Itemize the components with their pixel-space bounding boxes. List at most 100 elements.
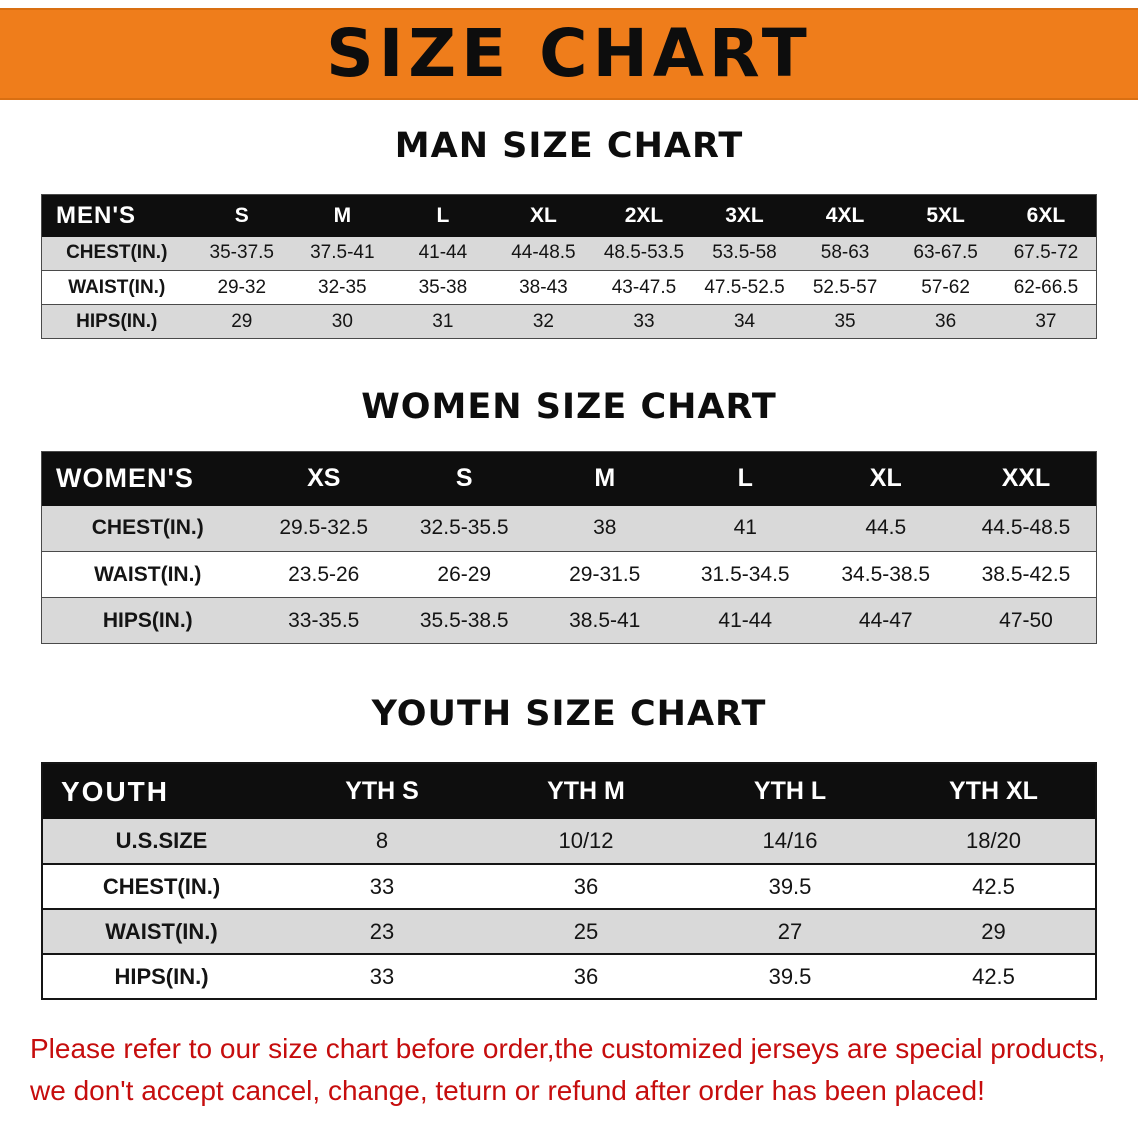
youth-size-section: YOUTH SIZE CHART YOUTH YTH S YTH M YTH L YTH… — [0, 692, 1138, 1000]
size-column-header: 2XL — [593, 194, 695, 237]
table-cell: 29 — [231, 310, 253, 332]
table-cell: 35 — [834, 310, 856, 332]
table-cell: 37.5-41 — [310, 242, 375, 264]
table-row: HIPS(IN.) 29 30 31 32 33 34 35 36 37 — [41, 304, 1097, 339]
table-cell: 52.5-57 — [812, 276, 878, 298]
table-cell: 44.5-48.5 — [981, 516, 1071, 540]
size-column-header: S — [394, 451, 535, 506]
table-cell: 34.5-38.5 — [841, 562, 931, 586]
table-cell: 35-38 — [418, 276, 468, 298]
size-column-header: XS — [253, 451, 394, 506]
table-cell: 32.5-35.5 — [419, 516, 509, 540]
table-cell: 38 — [593, 516, 617, 540]
size-column-header: L — [675, 451, 816, 506]
table-cell: 36 — [573, 963, 599, 989]
table-cell: 41-44 — [418, 242, 468, 264]
size-column-header: S — [191, 194, 293, 237]
table-header-row: YOUTH YTH S YTH M YTH L YTH XL — [42, 763, 1096, 819]
row-label: CHEST(IN.) — [102, 873, 221, 899]
table-cell: 18/20 — [965, 828, 1022, 853]
row-label: WAIST(IN.) — [105, 918, 218, 944]
table-cell: 58-63 — [820, 242, 870, 264]
row-label: WAIST(IN.) — [94, 562, 202, 586]
size-column-header: XL — [493, 194, 594, 237]
table-cell: 62-66.5 — [1013, 276, 1079, 298]
table-row: WAIST(IN.) 23 25 27 29 — [42, 909, 1096, 954]
women-section-heading: WOMEN SIZE CHART — [361, 387, 777, 427]
table-cell: 36 — [935, 310, 957, 332]
table-header-row: WOMEN'S XS S M L XL XXL — [41, 451, 1097, 506]
size-column-header: YTH L — [688, 763, 892, 819]
table-cell: 14/16 — [762, 828, 818, 853]
table-row: CHEST(IN.) 35-37.5 37.5-41 41-44 44-48.5 48.5… — [41, 236, 1097, 271]
table-cell: 29-31.5 — [569, 562, 641, 586]
table-cell: 42.5 — [972, 963, 1015, 989]
table-row: U.S.SIZE 8 10/12 14/16 18/20 — [42, 819, 1096, 864]
row-label: CHEST(IN.) — [91, 516, 204, 540]
table-cell: 32-35 — [318, 276, 367, 298]
table-cell: 27 — [777, 918, 803, 944]
table-cell: 31.5-34.5 — [700, 562, 790, 586]
table-cell: 44-47 — [858, 608, 913, 632]
table-cell: 48.5-53.5 — [603, 242, 685, 264]
table-cell: 47.5-52.5 — [704, 276, 785, 298]
row-label: HIPS(IN.) — [114, 963, 209, 989]
size-column-header: 6XL — [995, 194, 1097, 237]
table-cell: 35.5-38.5 — [419, 608, 509, 632]
size-column-header: XXL — [956, 451, 1097, 506]
size-column-header: 5XL — [895, 194, 996, 237]
women-size-table: WOMEN'S XS S M L XL XXL CHEST(IN.) 29.5-32.5 32.5… — [41, 451, 1097, 644]
table-cell: 23.5-26 — [288, 562, 360, 586]
table-cell: 33-35.5 — [288, 608, 360, 632]
table-row: HIPS(IN.) 33 36 39.5 42.5 — [42, 954, 1096, 999]
table-cell: 29.5-32.5 — [279, 516, 369, 540]
row-label: U.S.SIZE — [115, 828, 208, 853]
table-cell: 37 — [1035, 310, 1057, 332]
size-column-header: M — [292, 194, 393, 237]
table-cell: 57-62 — [921, 276, 970, 298]
table-cell: 32 — [532, 310, 554, 332]
size-column-header: XL — [815, 451, 956, 506]
men-size-section: MAN SIZE CHART MEN'S S M L XL 2XL 3XL 4XL 5XL 6XL… — [0, 124, 1138, 339]
youth-size-table: YOUTH YTH S YTH M YTH L YTH XL U.S.SIZE 8 10/12… — [41, 762, 1097, 1000]
men-size-table: MEN'S S M L XL 2XL 3XL 4XL 5XL 6XL CHEST(IN.) 35-37… — [41, 194, 1097, 339]
table-cell: 10/12 — [558, 828, 614, 853]
table-row: CHEST(IN.) 29.5-32.5 32.5-35.5 38 41 44.5 44.5… — [41, 505, 1097, 552]
table-cell: 8 — [375, 828, 389, 853]
table-cell: 25 — [573, 918, 599, 944]
table-cell: 67.5-72 — [1013, 242, 1079, 264]
size-column-header: YTH XL — [892, 763, 1096, 819]
table-cell: 36 — [573, 873, 599, 899]
size-column-header: 4XL — [794, 194, 896, 237]
youth-section-heading: YOUTH SIZE CHART — [371, 694, 767, 734]
size-column-header: YTH S — [280, 763, 484, 819]
table-cell: 29 — [981, 918, 1006, 944]
table-cell: 53.5-58 — [712, 242, 777, 264]
row-label: HIPS(IN.) — [76, 310, 158, 332]
table-row: CHEST(IN.) 33 36 39.5 42.5 — [42, 864, 1096, 909]
table-header-row: MEN'S S M L XL 2XL 3XL 4XL 5XL 6XL — [41, 194, 1097, 237]
table-cell: 33 — [369, 873, 395, 899]
table-cell: 63-67.5 — [913, 242, 978, 264]
table-cell: 42.5 — [972, 873, 1015, 899]
table-cell: 39.5 — [768, 963, 812, 989]
table-cell: 43-47.5 — [611, 276, 677, 298]
table-cell: 29-32 — [217, 276, 267, 298]
row-label: HIPS(IN.) — [102, 608, 193, 632]
table-cell: 35-37.5 — [209, 242, 274, 264]
table-cell: 30 — [331, 310, 353, 332]
table-cell: 44-48.5 — [511, 242, 576, 264]
size-column-header: L — [392, 194, 494, 237]
table-corner-header: WOMEN'S — [41, 451, 254, 506]
table-cell: 33 — [369, 963, 395, 989]
table-corner-header: MEN'S — [41, 194, 192, 237]
row-label: WAIST(IN.) — [68, 276, 166, 298]
table-cell: 41 — [733, 516, 757, 540]
table-cell: 41-44 — [718, 608, 773, 632]
table-cell: 31 — [432, 310, 454, 332]
table-cell: 26-29 — [437, 562, 492, 586]
size-column-header: YTH M — [484, 763, 688, 819]
table-cell: 38.5-41 — [569, 608, 641, 632]
size-column-header: M — [534, 451, 675, 506]
